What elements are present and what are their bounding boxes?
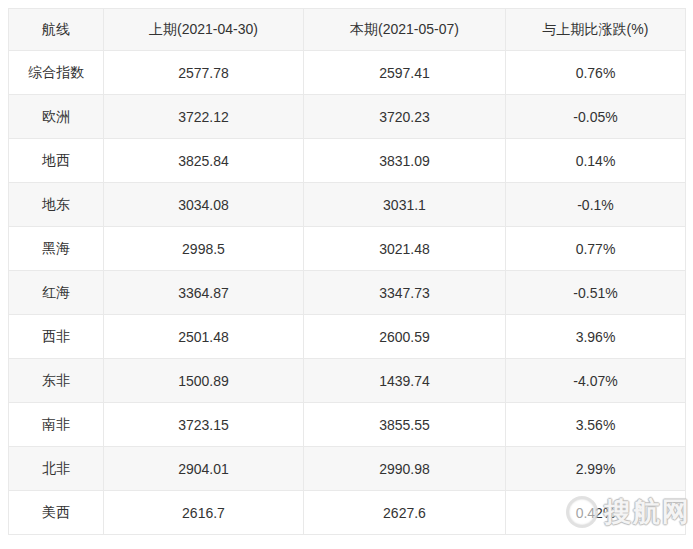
route-cell: 西非 (9, 315, 104, 359)
route-cell: 红海 (9, 271, 104, 315)
change-cell: -4.07% (506, 359, 686, 403)
column-header-previous-period: 上期(2021-04-30) (104, 9, 304, 51)
curr-value-cell: 2597.41 (304, 51, 506, 95)
table-row: 北非 2904.01 2990.98 2.99% (9, 447, 686, 491)
route-cell: 南非 (9, 403, 104, 447)
column-header-current-period: 本期(2021-05-07) (304, 9, 506, 51)
curr-value-cell: 3347.73 (304, 271, 506, 315)
table-row: 西非 2501.48 2600.59 3.96% (9, 315, 686, 359)
table-row: 地东 3034.08 3031.1 -0.1% (9, 183, 686, 227)
curr-value-cell: 2600.59 (304, 315, 506, 359)
change-cell: 3.96% (506, 315, 686, 359)
change-cell: -0.1% (506, 183, 686, 227)
change-cell: 3.56% (506, 403, 686, 447)
prev-value-cell: 1500.89 (104, 359, 304, 403)
route-cell: 黑海 (9, 227, 104, 271)
prev-value-cell: 2998.5 (104, 227, 304, 271)
table-row: 东非 1500.89 1439.74 -4.07% (9, 359, 686, 403)
prev-value-cell: 3034.08 (104, 183, 304, 227)
prev-value-cell: 2501.48 (104, 315, 304, 359)
table-header: 航线 上期(2021-04-30) 本期(2021-05-07) 与上期比涨跌(… (9, 9, 686, 51)
table-row: 综合指数 2577.78 2597.41 0.76% (9, 51, 686, 95)
route-cell: 欧洲 (9, 95, 104, 139)
curr-value-cell: 3855.55 (304, 403, 506, 447)
freight-index-table: 航线 上期(2021-04-30) 本期(2021-05-07) 与上期比涨跌(… (8, 8, 686, 535)
change-cell: 0.42% (506, 491, 686, 535)
route-cell: 东非 (9, 359, 104, 403)
change-cell: 0.76% (506, 51, 686, 95)
curr-value-cell: 3831.09 (304, 139, 506, 183)
route-cell: 地东 (9, 183, 104, 227)
curr-value-cell: 1439.74 (304, 359, 506, 403)
column-header-change-percent: 与上期比涨跌(%) (506, 9, 686, 51)
change-cell: -0.51% (506, 271, 686, 315)
table-row: 红海 3364.87 3347.73 -0.51% (9, 271, 686, 315)
prev-value-cell: 3723.15 (104, 403, 304, 447)
table-row: 黑海 2998.5 3021.48 0.77% (9, 227, 686, 271)
header-row: 航线 上期(2021-04-30) 本期(2021-05-07) 与上期比涨跌(… (9, 9, 686, 51)
route-cell: 综合指数 (9, 51, 104, 95)
curr-value-cell: 2990.98 (304, 447, 506, 491)
page: 航线 上期(2021-04-30) 本期(2021-05-07) 与上期比涨跌(… (0, 0, 693, 549)
change-cell: -0.05% (506, 95, 686, 139)
curr-value-cell: 2627.6 (304, 491, 506, 535)
table-row: 美西 2616.7 2627.6 0.42% (9, 491, 686, 535)
curr-value-cell: 3720.23 (304, 95, 506, 139)
change-cell: 0.14% (506, 139, 686, 183)
curr-value-cell: 3031.1 (304, 183, 506, 227)
prev-value-cell: 3825.84 (104, 139, 304, 183)
route-cell: 地西 (9, 139, 104, 183)
table-row: 欧洲 3722.12 3720.23 -0.05% (9, 95, 686, 139)
prev-value-cell: 3364.87 (104, 271, 304, 315)
prev-value-cell: 3722.12 (104, 95, 304, 139)
table-body: 综合指数 2577.78 2597.41 0.76% 欧洲 3722.12 37… (9, 51, 686, 535)
prev-value-cell: 2616.7 (104, 491, 304, 535)
table-row: 南非 3723.15 3855.55 3.56% (9, 403, 686, 447)
table-row: 地西 3825.84 3831.09 0.14% (9, 139, 686, 183)
prev-value-cell: 2904.01 (104, 447, 304, 491)
curr-value-cell: 3021.48 (304, 227, 506, 271)
prev-value-cell: 2577.78 (104, 51, 304, 95)
change-cell: 0.77% (506, 227, 686, 271)
change-cell: 2.99% (506, 447, 686, 491)
column-header-route: 航线 (9, 9, 104, 51)
route-cell: 北非 (9, 447, 104, 491)
route-cell: 美西 (9, 491, 104, 535)
